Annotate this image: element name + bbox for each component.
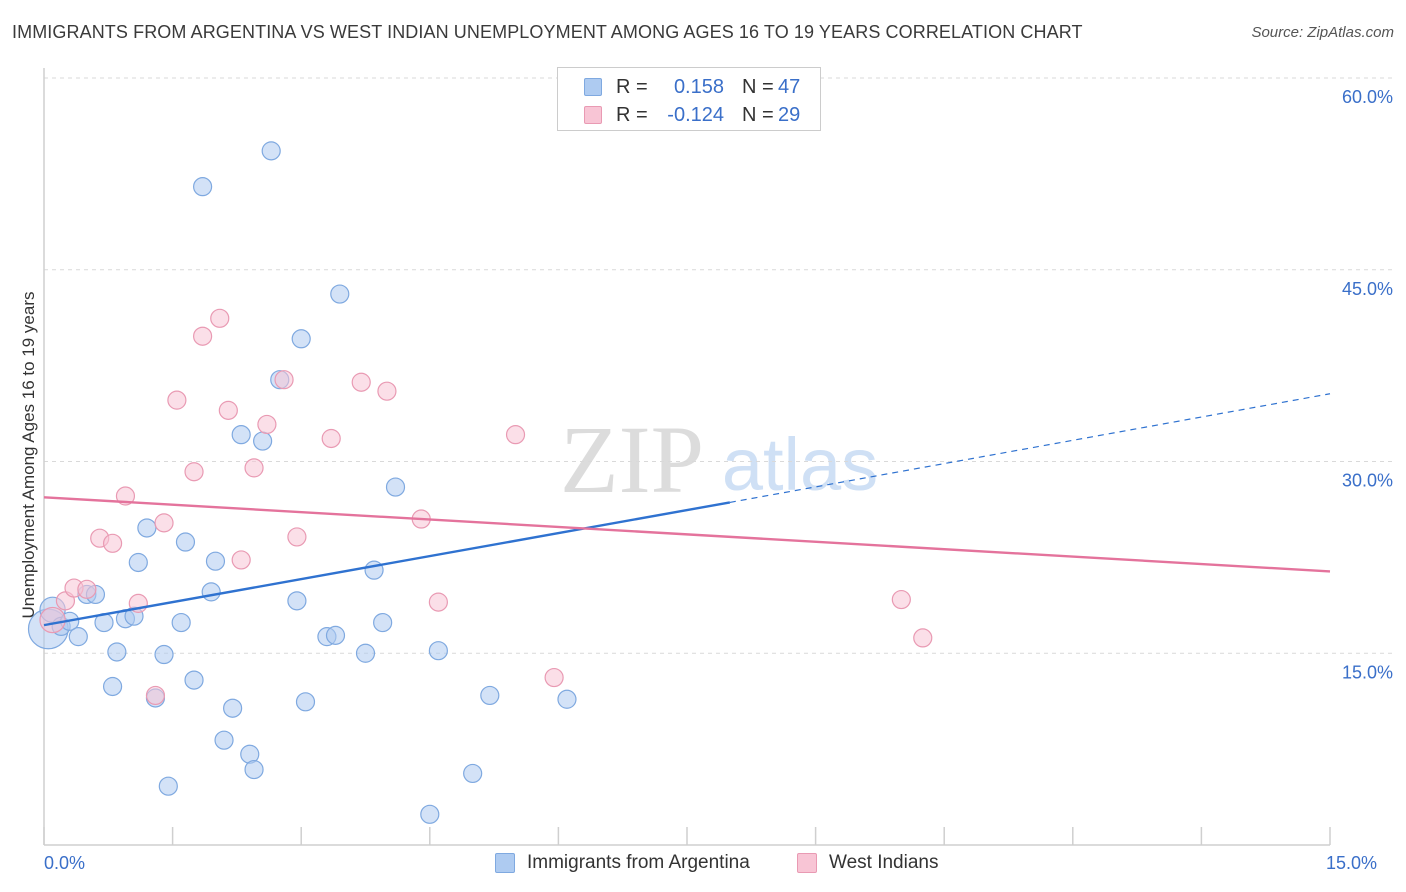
data-point-west-indians (231, 550, 251, 570)
data-point-argentina (158, 776, 178, 796)
data-point-west-indians (274, 370, 294, 390)
data-point-argentina (137, 518, 157, 538)
legend-item-argentina: Immigrants from Argentina (495, 852, 750, 874)
data-point-argentina (355, 643, 376, 663)
legend-r-value: 0.158 (673, 75, 724, 98)
data-point-argentina (223, 698, 243, 718)
legend-r-label: R = (616, 75, 648, 98)
data-point-argentina (244, 759, 264, 780)
data-point-west-indians (102, 533, 123, 553)
data-point-argentina (480, 685, 500, 706)
data-point-west-indians (39, 606, 66, 634)
legend-swatch-blue (584, 78, 602, 96)
data-point-argentina (261, 141, 281, 161)
data-point-west-indians (257, 414, 277, 435)
data-point-argentina (193, 177, 213, 197)
source-credit: Source: ZipAtlas.com (1251, 24, 1394, 41)
data-point-west-indians (505, 425, 526, 445)
legend-swatch-blue (495, 853, 515, 873)
x-tick-label-min: 0.0% (44, 853, 86, 873)
data-point-west-indians (193, 326, 213, 346)
data-point-argentina (107, 642, 127, 662)
data-point-argentina (102, 676, 123, 697)
correlation-legend: R = 0.158 N = 47 R = -0.124 N = 29 (557, 67, 821, 131)
data-point-west-indians (428, 592, 448, 612)
data-point-argentina (231, 425, 251, 445)
data-point-west-indians (351, 372, 371, 392)
data-point-west-indians (377, 381, 397, 401)
watermark-atlas: atlas (722, 423, 878, 506)
y-tick-label: 45.0% (1342, 279, 1393, 299)
data-point-west-indians (115, 486, 136, 506)
data-point-argentina (154, 644, 174, 665)
data-point-west-indians (321, 428, 341, 449)
legend-n-label: N = (742, 75, 774, 98)
trendline-west-indians (43, 496, 1331, 573)
x-tick-label-max: 15.0% (1326, 853, 1378, 873)
y-axis-label: Unemployment Among Ages 16 to 19 years (19, 291, 38, 619)
data-point-argentina (385, 477, 406, 497)
data-point-argentina (463, 763, 483, 784)
legend-label-argentina: Immigrants from Argentina (527, 852, 750, 873)
data-point-argentina (330, 284, 350, 304)
legend-r-value: -0.124 (667, 103, 724, 126)
data-point-west-indians (145, 685, 166, 706)
data-point-argentina (175, 532, 196, 552)
data-point-west-indians (287, 527, 307, 547)
legend-item-west-indians: West Indians (797, 852, 938, 874)
data-point-argentina (201, 582, 221, 602)
legend-swatch-pink (797, 853, 817, 873)
data-point-west-indians (154, 513, 174, 533)
data-point-west-indians (913, 628, 933, 648)
data-point-argentina (325, 625, 346, 645)
data-point-argentina (184, 670, 204, 690)
data-point-argentina (373, 612, 393, 633)
legend-n-label: N = (742, 103, 774, 126)
data-point-argentina (291, 329, 311, 349)
trendline-argentina (43, 501, 731, 627)
series-legend: Immigrants from Argentina West Indians (0, 852, 1406, 878)
y-tick-label: 30.0% (1342, 471, 1393, 491)
data-point-argentina (171, 612, 191, 633)
data-point-argentina (287, 591, 307, 611)
data-point-west-indians (167, 390, 187, 410)
data-point-west-indians (244, 458, 264, 478)
data-point-argentina (68, 627, 88, 647)
chart-title: IMMIGRANTS FROM ARGENTINA VS WEST INDIAN… (12, 22, 1083, 42)
data-point-west-indians (184, 462, 204, 482)
y-tick-label: 60.0% (1342, 87, 1393, 107)
data-point-argentina (420, 804, 440, 824)
legend-row-argentina: R = 0.158 N = 47 (558, 73, 800, 101)
legend-label-west-indians: West Indians (829, 852, 939, 873)
legend-swatch-pink (584, 106, 602, 124)
legend-r-label: R = (616, 103, 648, 126)
legend-n-value: 47 (778, 75, 801, 98)
data-point-west-indians (210, 308, 230, 328)
data-point-argentina (295, 692, 316, 712)
data-point-argentina (128, 552, 148, 573)
data-point-west-indians (218, 400, 238, 420)
trendline-argentina-extension (729, 393, 1331, 503)
data-point-argentina (205, 551, 226, 571)
watermark-zip: ZIP (560, 406, 704, 513)
y-tick-label: 15.0% (1342, 662, 1393, 682)
data-point-west-indians (891, 589, 911, 610)
data-point-argentina (557, 689, 577, 709)
data-point-west-indians (77, 579, 97, 599)
data-point-argentina (253, 431, 273, 451)
data-point-argentina (214, 730, 234, 750)
data-point-argentina (428, 641, 448, 661)
legend-row-west-indians: R = -0.124 N = 29 (558, 101, 800, 129)
data-point-west-indians (544, 667, 564, 688)
legend-n-value: 29 (778, 103, 801, 126)
